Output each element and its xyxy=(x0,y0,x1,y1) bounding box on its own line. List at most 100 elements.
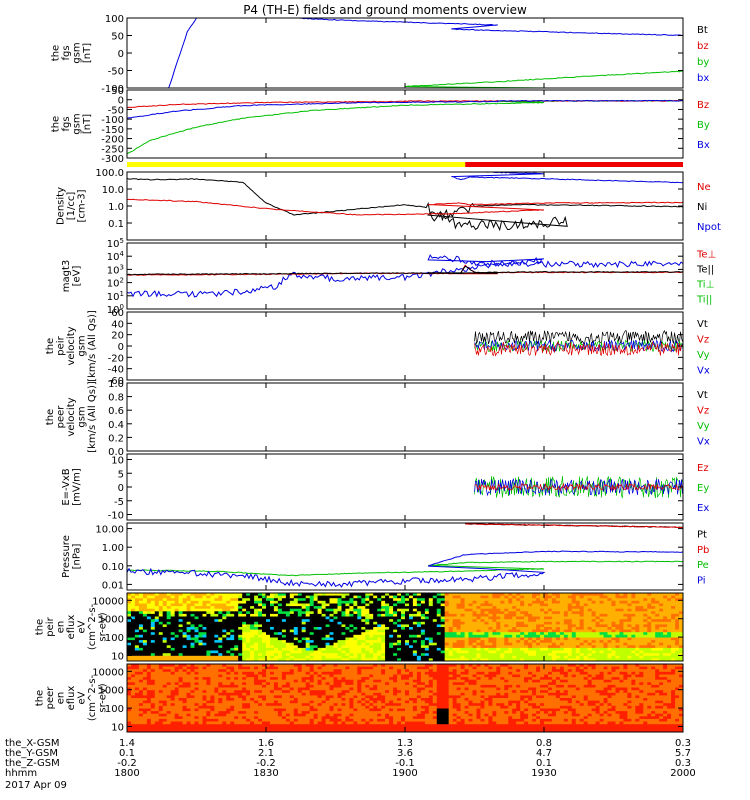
y-tick-label: 100 xyxy=(105,633,124,644)
y-axis-label: [nT] xyxy=(82,114,93,134)
time-axis-x_gsm-value: 0.8 xyxy=(536,738,552,749)
y-axis-label: peir xyxy=(56,335,67,355)
y-tick-label: 50 xyxy=(111,32,124,43)
legend-Bz: Bz xyxy=(697,100,709,111)
peir_velocity-plot-area xyxy=(474,330,683,357)
density-series-Ne xyxy=(127,198,683,216)
panel-fgs: 100 50 0 -50 -100 the fgs gsm [nT] Bt bz by bx xyxy=(50,14,709,95)
y-axis-label: magt3 xyxy=(61,260,72,293)
y-tick-label: -5 xyxy=(114,497,124,508)
y-tick-label: 1000 xyxy=(99,686,124,697)
legend-Ez: Ez xyxy=(697,463,709,474)
y-axis-label: sr-eV) xyxy=(98,612,109,641)
y-axis-label: Pressure xyxy=(61,535,72,578)
y-tick-label: -20 xyxy=(108,353,124,364)
density-series-Ni xyxy=(127,177,683,232)
pressure-series-Pb xyxy=(465,523,683,531)
time-axis-z_gsm-value: -0.2 xyxy=(117,758,137,769)
time-axis-y_gsm-value: 3.6 xyxy=(397,748,413,759)
y-axis-label: velocity xyxy=(66,397,77,436)
legend-Te⊥: Te⊥ xyxy=(696,250,716,261)
pressure-plot-area xyxy=(127,523,683,588)
y-tick-label: 0 xyxy=(118,49,124,60)
peir_eflux-plot-area: 106 104 102 100 [eV/(cm^2-s-sr-eV)] xyxy=(127,582,747,672)
peir_velocity-series-Vz xyxy=(474,341,683,357)
mode-bar-segment xyxy=(465,162,683,167)
fgs-series-Bt xyxy=(293,18,683,40)
y-tick-label: 50 xyxy=(111,86,124,97)
y-tick-label: 1.00 xyxy=(102,543,124,554)
y-axis-label: [1/cc] xyxy=(66,192,77,221)
legend-Ti⊥: Ti⊥ xyxy=(696,280,714,291)
fgs_gsm_long-plot-area xyxy=(127,99,683,155)
legend-Vt: Vt xyxy=(697,390,708,401)
y-tick-label: 0.4 xyxy=(108,420,124,431)
legend-Bx: Bx xyxy=(697,140,710,151)
panel-efield: 10 5 0 -5 -10 E=-VxB [mV/m] Ez Ey Ex xyxy=(61,453,709,522)
y-tick-label: 0 xyxy=(118,96,124,107)
y-axis-label: peer xyxy=(56,405,67,429)
y-tick-label: 100 xyxy=(105,704,124,715)
time-axis-hhmm-value: 2000 xyxy=(670,768,695,779)
time-axis-y_gsm-value: 4.7 xyxy=(536,748,552,759)
legend-Ni: Ni xyxy=(697,202,707,213)
y-tick-label: -40 xyxy=(108,365,124,376)
y-tick-label: -200 xyxy=(101,135,124,146)
y-axis-label: Density xyxy=(56,187,67,225)
y-axis-label: the xyxy=(50,116,61,132)
y-tick-label: 10000 xyxy=(92,596,124,607)
y-tick-label: 10 xyxy=(111,456,124,467)
y-axis-label: peir xyxy=(45,616,56,636)
y-tick-label: 0.8 xyxy=(108,393,124,404)
y-tick-label: 100 xyxy=(107,303,124,316)
date-label: 2017 Apr 09 xyxy=(5,780,67,791)
y-axis-label: E=-VxB xyxy=(61,468,72,505)
y-tick-label: 104 xyxy=(107,250,125,263)
legend-bx: bx xyxy=(697,73,709,84)
colorbar-tick-label: 100 xyxy=(704,646,720,659)
density-series-Npot xyxy=(451,172,683,189)
legend-Vz: Vz xyxy=(697,405,709,416)
y-tick-label: 1000 xyxy=(99,615,124,626)
y-axis-label: fgs xyxy=(61,116,72,131)
figure-title: P4 (TH-E) fields and ground moments over… xyxy=(243,3,527,17)
legend-bz: bz xyxy=(697,41,709,52)
legend-Vz: Vz xyxy=(697,334,709,345)
y-tick-label: 10.00 xyxy=(95,525,124,536)
time-axis-row-label: the_Z-GSM xyxy=(5,758,60,769)
y-axis-label: eflux xyxy=(66,615,77,640)
fgs_gsm_long-series-Bx xyxy=(127,99,683,119)
legend-Pt: Pt xyxy=(697,530,707,541)
legend-Ti||: Ti|| xyxy=(696,295,712,306)
y-axis-label: [nT] xyxy=(82,43,93,63)
time-axis-z_gsm-value: 0.3 xyxy=(675,758,691,769)
time-axis-x_gsm-value: 1.4 xyxy=(119,738,135,749)
y-tick-label: -50 xyxy=(108,67,124,78)
y-tick-label: -150 xyxy=(101,125,124,136)
y-tick-label: 103 xyxy=(107,263,124,276)
y-axis-label: (cm^2-s- xyxy=(87,603,98,650)
colorbar-tick-label: 104 xyxy=(704,611,720,624)
y-axis-label: the xyxy=(50,45,61,61)
y-axis-label: (cm^2-s- xyxy=(87,674,98,721)
y-axis-label: eV xyxy=(77,691,88,704)
peir_eflux-heatmap-cells xyxy=(127,593,683,661)
y-axis-label: gsm xyxy=(71,42,82,63)
legend-Te||: Te|| xyxy=(696,265,714,276)
y-tick-label: 60 xyxy=(111,308,124,319)
y-axis-label: the xyxy=(35,690,46,706)
y-tick-label: -100 xyxy=(101,84,124,95)
time-axis-z_gsm-value: 0.1 xyxy=(536,758,552,769)
colorbar-label: [eV/(cm^2-s-sr-eV)] xyxy=(737,582,747,672)
peir_eflux-colorbar xyxy=(692,593,702,661)
legend-Ex: Ex xyxy=(697,503,709,514)
legend-Ne: Ne xyxy=(697,182,711,193)
y-tick-label: 10 xyxy=(111,722,124,733)
temperature-series-Ti|| xyxy=(127,254,683,298)
peer_eflux-plot-area: 106 104 102 100 [eV/(cm^2-s-sr-eV) (All Qs)] xyxy=(127,664,683,732)
time-axis-z_gsm-value: -0.1 xyxy=(395,758,415,769)
legend-Bt: Bt xyxy=(697,25,708,36)
peer_eflux-heatmap-cells xyxy=(127,664,683,732)
